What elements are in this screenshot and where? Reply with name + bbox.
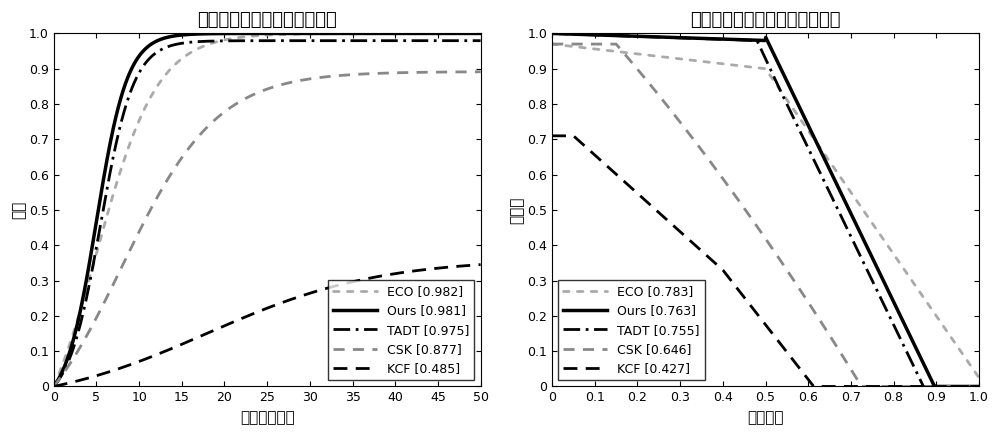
X-axis label: 重叠阀值: 重叠阀值 — [747, 410, 784, 425]
X-axis label: 位置误差阀值: 位置误差阀值 — [240, 410, 295, 425]
Y-axis label: 精度: 精度 — [11, 201, 26, 219]
Legend: ECO [0.783], Ours [0.763], TADT [0.755], CSK [0.646], KCF [0.427]: ECO [0.783], Ours [0.763], TADT [0.755],… — [558, 280, 705, 380]
Legend: ECO [0.982], Ours [0.981], TADT [0.975], CSK [0.877], KCF [0.485]: ECO [0.982], Ours [0.981], TADT [0.975],… — [328, 280, 474, 380]
Title: 几个真实应用场景的跟踪成功率: 几个真实应用场景的跟踪成功率 — [690, 11, 841, 29]
Y-axis label: 成功率: 成功率 — [509, 196, 524, 224]
Title: 几个真实应用场景的跟踪精度: 几个真实应用场景的跟踪精度 — [197, 11, 337, 29]
